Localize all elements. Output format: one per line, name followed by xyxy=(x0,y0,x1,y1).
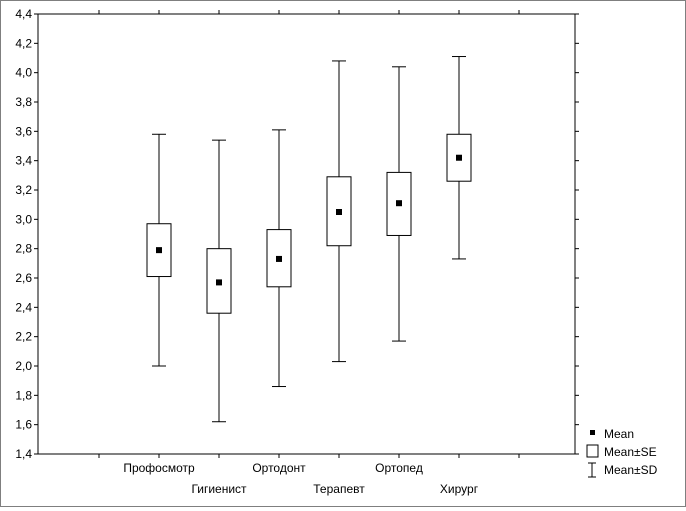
mean-marker xyxy=(336,209,342,215)
mean-marker xyxy=(396,200,402,207)
y-tick-label: 4,0 xyxy=(15,66,32,80)
x-category-label: Ортодонт xyxy=(252,461,306,475)
y-tick-label: 4,4 xyxy=(15,7,32,21)
x-category-label: Профосмотр xyxy=(123,461,195,475)
y-tick-label: 4,2 xyxy=(15,36,32,50)
x-category-label: Гигиенист xyxy=(191,482,247,496)
legend: Mean Mean±SE Mean±SD xyxy=(586,427,658,478)
y-tick-label: 3,6 xyxy=(15,124,32,138)
mean-marker xyxy=(456,154,462,161)
y-tick-label: 2,8 xyxy=(15,242,32,256)
mean-markers xyxy=(156,154,462,286)
legend-sd-label: Mean±SD xyxy=(604,463,658,477)
x-category-label: Ортопед xyxy=(375,461,423,475)
x-category-label: Хирург xyxy=(440,482,479,496)
mean-marker xyxy=(156,247,162,254)
y-tick-label: 1,8 xyxy=(15,388,32,402)
y-tick-label: 1,6 xyxy=(15,418,32,432)
x-axis-labels: Профосмотр Гигиенист Ортодонт Терапевт Ортоп… xyxy=(98,10,520,496)
y-tick-label: 3,0 xyxy=(15,212,32,226)
legend-mean-marker xyxy=(590,430,595,435)
y-tick-label: 2,0 xyxy=(15,359,32,373)
x-category-label: Терапевт xyxy=(313,482,365,496)
legend-se-box xyxy=(586,444,599,458)
y-tick-label: 3,8 xyxy=(15,95,32,109)
y-tick-label: 1,4 xyxy=(15,447,32,461)
plot-area xyxy=(37,13,576,455)
se-boxes xyxy=(146,133,472,314)
y-tick-label: 3,2 xyxy=(15,183,32,197)
legend-mean-label: Mean xyxy=(604,427,634,441)
mean-marker xyxy=(216,279,222,286)
legend-se-label: Mean±SE xyxy=(604,445,657,459)
y-tick-label: 3,4 xyxy=(15,154,32,168)
y-axis: 1,4 1,6 1,8 2,0 2,2 2,4 2,6 2,8 3,0 3,2 3,4 3,6 3,8 4… xyxy=(15,7,579,461)
y-tick-label: 2,4 xyxy=(15,300,32,314)
y-tick-label: 2,6 xyxy=(15,271,32,285)
y-tick-label: 2,2 xyxy=(15,330,32,344)
mean-marker xyxy=(276,255,282,262)
